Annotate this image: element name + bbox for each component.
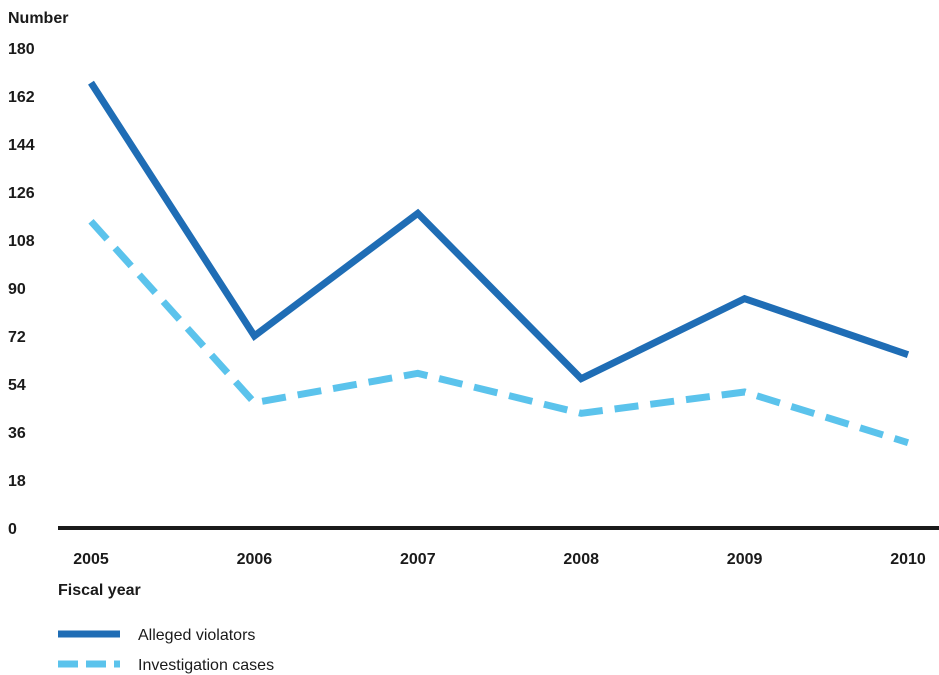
y-tick-label: 126 [8,185,35,202]
series-line-investigation-cases [88,218,910,447]
x-tick-label: 2010 [890,551,926,568]
x-tick-label: 2006 [237,551,273,568]
legend-label: Investigation cases [138,657,274,674]
y-tick-labels: 0 18 36 54 72 90 108 126 144 162 180 [8,41,35,538]
y-tick-label: 0 [8,521,17,538]
legend-label: Alleged violators [138,627,255,644]
y-tick-label: 144 [8,137,35,154]
x-tick-label: 2007 [400,551,436,568]
y-tick-label: 18 [8,473,26,490]
y-axis-title: Number [8,10,68,27]
y-tick-label: 180 [8,41,35,58]
x-tick-label: 2009 [727,551,763,568]
y-tick-label: 90 [8,281,26,298]
y-tick-label: 54 [8,377,26,394]
y-tick-label: 36 [8,425,26,442]
y-tick-label: 162 [8,89,35,106]
series-layer [88,80,910,447]
x-tick-label: 2008 [563,551,599,568]
x-tick-labels: 2005 2006 2007 2008 2009 2010 [73,551,926,568]
x-axis-title: Fiscal year [58,582,141,599]
series-line-alleged-violators [88,80,910,383]
legend: Alleged violators Investigation cases [58,627,274,674]
y-tick-label: 72 [8,329,26,346]
x-tick-label: 2005 [73,551,109,568]
y-tick-label: 108 [8,233,35,250]
